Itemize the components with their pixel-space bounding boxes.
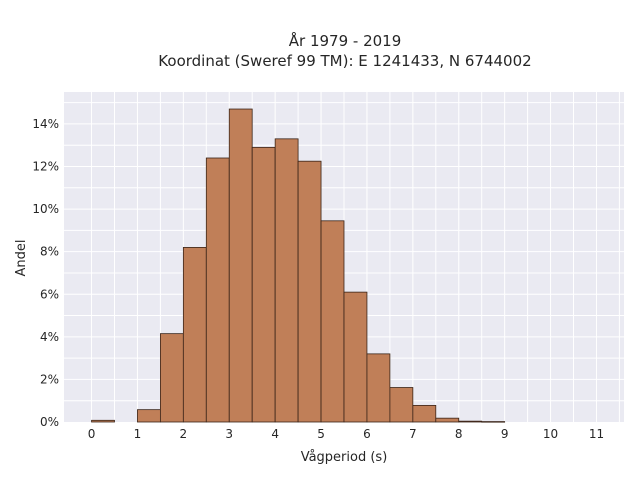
x-tick-label: 0 bbox=[88, 427, 96, 441]
histogram-bar bbox=[228, 108, 253, 423]
histogram-bar bbox=[389, 387, 414, 423]
histogram-bar bbox=[137, 409, 161, 423]
y-tick-label: 8% bbox=[40, 245, 59, 259]
histogram-bar bbox=[274, 138, 299, 423]
histogram-bar bbox=[251, 146, 276, 423]
histogram-bar bbox=[366, 353, 391, 423]
bars bbox=[91, 108, 506, 423]
y-tick-label: 0% bbox=[40, 415, 59, 429]
x-tick-label: 9 bbox=[501, 427, 509, 441]
histogram-bar bbox=[205, 157, 230, 423]
y-tick-label: 10% bbox=[32, 202, 59, 216]
histogram-bar bbox=[343, 291, 368, 423]
x-tick-label: 11 bbox=[589, 427, 604, 441]
x-tick-label: 8 bbox=[455, 427, 463, 441]
histogram-bar bbox=[481, 421, 506, 423]
histogram-bar bbox=[435, 417, 460, 423]
y-tick-label: 2% bbox=[40, 372, 59, 386]
y-tick-label: 6% bbox=[40, 287, 59, 301]
chart-title-line-2: Koordinat (Sweref 99 TM): E 1241433, N 6… bbox=[158, 52, 531, 70]
x-tick-label: 1 bbox=[134, 427, 142, 441]
y-tick-label: 4% bbox=[40, 330, 59, 344]
histogram-bar bbox=[159, 333, 184, 423]
y-tick-label: 12% bbox=[32, 160, 59, 174]
x-tick-label: 10 bbox=[543, 427, 558, 441]
histogram-bar bbox=[320, 220, 345, 423]
x-tick-label: 7 bbox=[409, 427, 417, 441]
y-tick-label: 14% bbox=[32, 117, 59, 131]
x-axis-ticks: 0 1 2 3 4 5 6 7 8 9 10 11 bbox=[88, 427, 604, 441]
x-tick-label: 4 bbox=[271, 427, 279, 441]
histogram-bar bbox=[297, 160, 322, 423]
histogram-bar bbox=[91, 419, 115, 423]
histogram-bar bbox=[182, 247, 207, 423]
x-tick-label: 2 bbox=[180, 427, 188, 441]
x-tick-label: 3 bbox=[225, 427, 233, 441]
histogram-bar bbox=[412, 404, 437, 423]
x-axis-label: Vågperiod (s) bbox=[301, 450, 388, 465]
x-tick-label: 6 bbox=[363, 427, 371, 441]
histogram-bar bbox=[458, 420, 483, 423]
y-axis-label: Andel bbox=[14, 240, 29, 277]
chart-title-line-1: År 1979 - 2019 bbox=[289, 31, 402, 50]
x-tick-label: 5 bbox=[317, 427, 325, 441]
y-axis-ticks: 0% 2% 4% 6% 8% 10% 12% 14% bbox=[32, 117, 59, 429]
